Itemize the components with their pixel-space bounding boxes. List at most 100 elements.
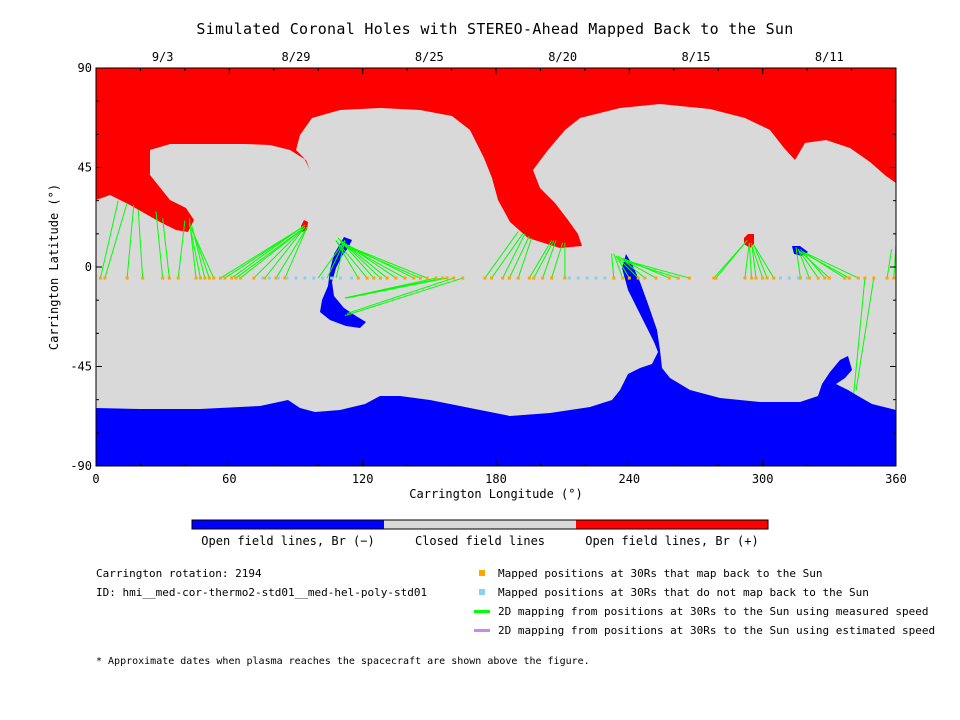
unmapped-point	[312, 276, 316, 280]
mapped-point	[194, 276, 198, 280]
mapped-point	[223, 276, 227, 280]
legend-text: Mapped positions at 30Rs that do not map…	[498, 586, 869, 599]
mapping-line	[335, 240, 368, 279]
mapped-point	[676, 276, 680, 280]
mapping-line	[797, 249, 810, 279]
mapped-point	[445, 276, 449, 280]
mapped-point	[872, 276, 876, 280]
unmapped-point	[330, 276, 334, 280]
mapping-line	[191, 229, 215, 279]
mapping-line	[126, 205, 135, 279]
mapping-line	[615, 255, 630, 279]
y-tick-label: 45	[78, 161, 92, 175]
mapped-point	[621, 276, 625, 280]
mapped-point	[274, 276, 278, 280]
mapping-line	[344, 244, 428, 279]
mapped-point	[125, 276, 129, 280]
mapping-line	[804, 253, 850, 279]
mapped-point	[636, 276, 640, 280]
colorbar-frame	[191, 519, 769, 530]
mapped-point	[490, 276, 494, 280]
mapped-point	[847, 276, 851, 280]
mapping-line	[264, 226, 306, 279]
mapped-point	[378, 276, 382, 280]
mapping-line	[317, 240, 346, 279]
mapped-point	[372, 276, 376, 280]
mapped-point	[563, 276, 567, 280]
trace-points	[98, 276, 896, 280]
colorbar-segment	[192, 520, 384, 529]
x-axis-label: Carrington Longitude (°)	[409, 487, 582, 501]
mapping-line	[162, 218, 170, 279]
mapping-line	[335, 240, 346, 279]
mapped-point	[654, 276, 658, 280]
mapping-line	[335, 240, 359, 279]
mapped-point	[856, 276, 860, 280]
mapped-point	[234, 276, 238, 280]
x-tick-label: 300	[752, 472, 774, 486]
chart-title: Simulated Coronal Holes with STEREO-Ahea…	[196, 20, 794, 38]
footnote: * Approximate dates when plasma reaches …	[96, 656, 590, 667]
unmapped-point	[585, 276, 589, 280]
mapping-line	[188, 222, 201, 279]
mapped-point	[403, 276, 407, 280]
mapped-point	[252, 276, 256, 280]
unmapped-point	[603, 276, 607, 280]
y-tick-label: 90	[78, 61, 92, 75]
mapped-point	[141, 276, 145, 280]
mapping-line	[137, 209, 144, 279]
mapping-line	[715, 240, 748, 279]
mapped-point	[761, 276, 765, 280]
mapped-point	[283, 276, 287, 280]
mapping-line	[517, 238, 533, 279]
mapping-line	[622, 259, 679, 279]
unmapped-point	[285, 276, 289, 280]
y-axis-label: Carrington Latitude (°)	[47, 184, 61, 350]
mapping-line	[624, 259, 690, 279]
mapped-point	[161, 276, 165, 280]
mapping-line	[806, 253, 859, 279]
mapping-line	[753, 244, 775, 279]
mapped-point	[772, 276, 776, 280]
mapping-line	[484, 231, 519, 279]
mapped-point	[212, 276, 216, 280]
unmapped-point	[350, 276, 354, 280]
mapping-line	[542, 240, 557, 279]
top-date-label: 8/20	[548, 50, 577, 64]
mapped-point	[461, 276, 465, 280]
unmapped-point	[261, 276, 265, 280]
mapped-point	[714, 276, 718, 280]
mapped-point	[176, 276, 180, 280]
x-tick-label: 0	[92, 472, 99, 486]
top-date-label: 8/15	[682, 50, 711, 64]
unmapped-point	[294, 276, 298, 280]
mapped-point	[743, 276, 747, 280]
mapped-point	[823, 276, 827, 280]
mapped-point	[687, 276, 691, 280]
colorbar-label: Open field lines, Br (−)	[201, 534, 375, 548]
mapping-line	[344, 277, 443, 299]
mapped-point	[441, 276, 445, 280]
mapped-point	[541, 276, 545, 280]
mapped-point	[365, 276, 369, 280]
colorbar-segment	[384, 520, 576, 529]
x-tick-label: 180	[485, 472, 507, 486]
mapping-line	[533, 240, 555, 279]
mapped-point	[385, 276, 389, 280]
legend-marker	[479, 589, 485, 595]
mapping-line	[615, 255, 639, 279]
mapped-point	[712, 276, 716, 280]
mapping-line	[855, 277, 875, 391]
top-date-label: 8/25	[415, 50, 444, 64]
y-tick-label: -45	[70, 360, 92, 374]
legend-line	[474, 629, 490, 632]
mapped-point	[103, 276, 107, 280]
mapped-point	[218, 276, 222, 280]
mapped-point	[627, 276, 631, 280]
mapping-line	[800, 248, 826, 279]
mapping-line	[491, 233, 524, 279]
unmapped-point	[338, 276, 342, 280]
north-positive-coronal-hole	[96, 68, 896, 248]
mapped-point	[452, 276, 456, 280]
